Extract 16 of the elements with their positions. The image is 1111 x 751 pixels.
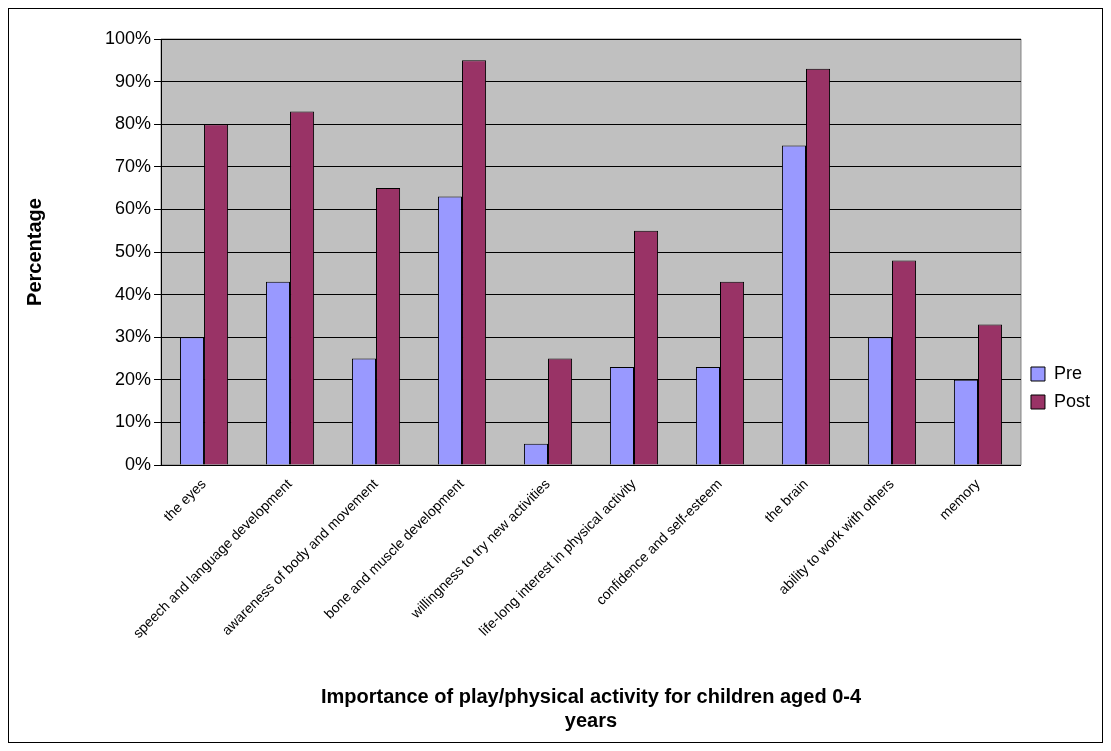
x-axis-title: Importance of play/physical activity for children aged 0-4 years — [320, 684, 862, 731]
y-tick-label: 0% — [125, 453, 152, 474]
y-tick-label: 20% — [115, 368, 152, 389]
y-axis-title: Percentage — [22, 198, 45, 306]
y-tick-label: 70% — [115, 155, 152, 176]
y-tick-label: 40% — [115, 283, 152, 304]
y-tick-label: 90% — [115, 70, 152, 91]
y-tick-label: 50% — [115, 240, 152, 261]
y-tick-label: 30% — [115, 326, 152, 347]
y-tick-label: 10% — [115, 411, 152, 432]
x-tick-label: the eyes — [160, 475, 209, 525]
y-tick-label: 100% — [104, 27, 152, 48]
legend-label: Post — [1053, 390, 1091, 411]
y-tick-label: 60% — [115, 198, 152, 219]
y-tick-label: 80% — [115, 113, 152, 134]
legend-label: Pre — [1053, 362, 1082, 383]
